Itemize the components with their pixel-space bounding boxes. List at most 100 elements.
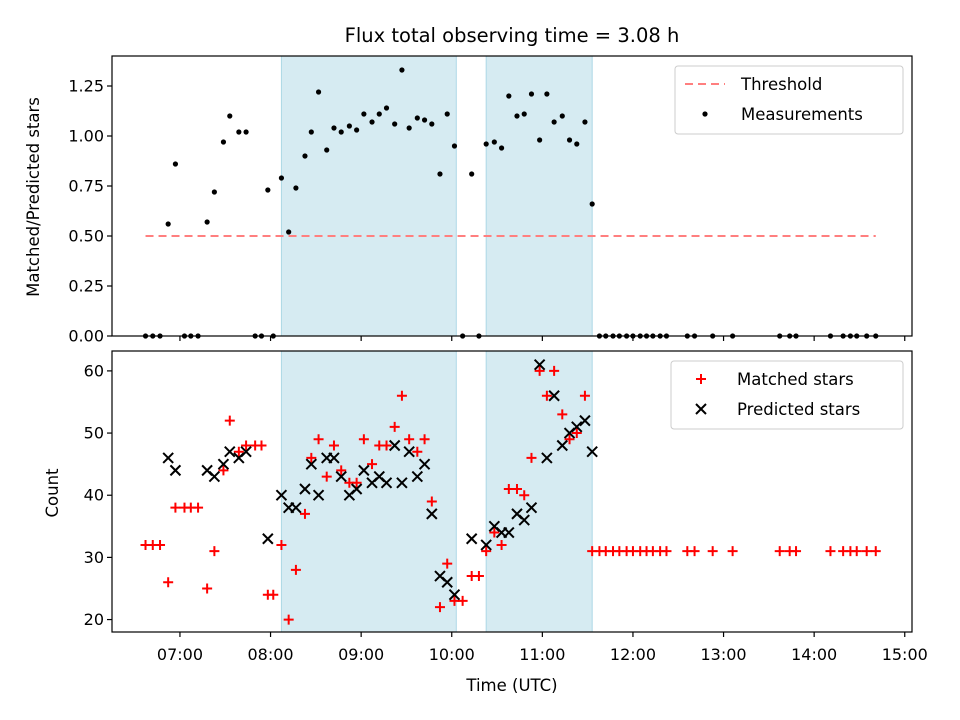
data-point bbox=[204, 219, 210, 225]
data-point bbox=[541, 452, 553, 464]
legend-box bbox=[674, 65, 904, 135]
y-axis-label-ratio: Matched/Predicted stars bbox=[24, 97, 43, 297]
legend-label: Measurements bbox=[741, 105, 863, 124]
data-point bbox=[381, 440, 392, 451]
data-point bbox=[328, 452, 340, 464]
data-point bbox=[383, 105, 390, 111]
data-point bbox=[354, 127, 360, 133]
data-point bbox=[163, 577, 174, 588]
panel-counts: 20 30 40 50 60 07:00 08:00 09:00 10:00 11:00 12:00… bbox=[84, 350, 928, 664]
data-point bbox=[227, 113, 233, 119]
data-point bbox=[306, 452, 317, 463]
data-point bbox=[411, 470, 424, 483]
data-point bbox=[791, 546, 802, 557]
data-point bbox=[571, 428, 582, 439]
panel-ratio: 0.00 0.25 0.50 0.75 1.00 1.25 Threshold Measure… bbox=[68, 55, 913, 346]
data-point bbox=[412, 446, 423, 457]
y-tick-label: 30 bbox=[84, 548, 104, 567]
data-point bbox=[564, 434, 575, 445]
data-point bbox=[392, 121, 398, 127]
y-tick-label: 60 bbox=[84, 361, 104, 380]
data-point bbox=[346, 123, 352, 129]
data-point bbox=[574, 141, 580, 147]
data-point bbox=[582, 119, 588, 125]
data-point bbox=[403, 446, 415, 458]
data-point bbox=[202, 583, 213, 594]
axes-frame bbox=[111, 55, 913, 337]
data-point bbox=[566, 137, 573, 143]
data-point bbox=[506, 93, 512, 99]
data-point bbox=[434, 602, 445, 613]
data-point bbox=[275, 489, 288, 501]
data-point bbox=[262, 533, 274, 545]
legend-label: Threshold bbox=[740, 75, 822, 94]
data-point bbox=[689, 546, 700, 557]
y-axis-label-count: Count bbox=[43, 468, 62, 518]
data-point bbox=[548, 390, 560, 402]
x-tick-label: 15:00 bbox=[882, 645, 928, 664]
x-tick-label: 07:00 bbox=[157, 645, 203, 664]
data-point bbox=[324, 147, 330, 153]
data-point bbox=[308, 129, 314, 135]
data-point bbox=[426, 508, 438, 520]
x-tick-label: 10:00 bbox=[429, 645, 475, 664]
data-point bbox=[514, 113, 520, 119]
data-point bbox=[155, 539, 166, 550]
y-tick-label: 50 bbox=[84, 424, 104, 443]
data-point bbox=[299, 483, 311, 495]
y-tick-label: 1.25 bbox=[68, 77, 104, 96]
data-point bbox=[376, 111, 382, 117]
data-point bbox=[551, 119, 557, 125]
data-point bbox=[441, 576, 453, 588]
data-point bbox=[586, 446, 598, 458]
data-point bbox=[457, 595, 468, 606]
data-point bbox=[414, 115, 420, 121]
data-point bbox=[169, 464, 182, 477]
legend-marker bbox=[696, 374, 706, 384]
data-point bbox=[290, 564, 301, 575]
data-point bbox=[299, 508, 310, 519]
data-point bbox=[305, 458, 318, 470]
data-point bbox=[851, 546, 862, 557]
data-point bbox=[727, 546, 738, 557]
data-point bbox=[162, 452, 174, 464]
data-point bbox=[338, 129, 344, 135]
shaded-interval bbox=[280, 55, 457, 337]
data-point bbox=[243, 129, 249, 135]
shaded-interval bbox=[280, 350, 457, 633]
data-point bbox=[498, 145, 505, 151]
data-point bbox=[483, 141, 489, 147]
data-point bbox=[193, 502, 204, 513]
x-tick-label: 14:00 bbox=[791, 645, 837, 664]
data-point bbox=[825, 546, 836, 557]
data-point bbox=[559, 113, 565, 119]
data-point bbox=[418, 458, 431, 470]
data-point bbox=[496, 539, 507, 550]
data-point bbox=[451, 143, 458, 149]
data-point bbox=[380, 477, 393, 489]
data-point bbox=[480, 539, 492, 551]
data-point bbox=[534, 365, 545, 376]
axes-frame bbox=[111, 350, 913, 633]
data-point bbox=[541, 390, 552, 401]
legend: Matched stars Predicted stars bbox=[670, 360, 904, 430]
chart-title: Flux total observing time = 3.08 h bbox=[345, 24, 680, 47]
data-point bbox=[429, 121, 435, 127]
data-point bbox=[220, 139, 227, 145]
data-point bbox=[406, 125, 412, 131]
data-point bbox=[396, 477, 408, 489]
data-point bbox=[557, 409, 568, 420]
data-point bbox=[503, 526, 515, 539]
data-point bbox=[389, 421, 400, 432]
data-point bbox=[276, 539, 287, 550]
data-point bbox=[256, 440, 267, 451]
data-point bbox=[328, 440, 339, 451]
data-point bbox=[537, 137, 543, 143]
data-point bbox=[528, 91, 535, 97]
data-point bbox=[283, 614, 294, 625]
data-point bbox=[336, 465, 347, 476]
data-point bbox=[388, 439, 401, 452]
data-point bbox=[240, 446, 252, 458]
data-point bbox=[519, 490, 530, 501]
data-point bbox=[170, 502, 181, 513]
